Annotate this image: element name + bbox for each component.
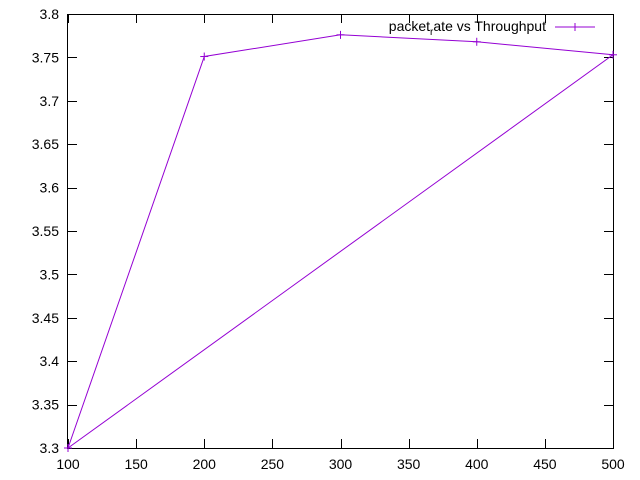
series-layer	[64, 30, 617, 452]
series-line	[67, 34, 615, 449]
y-tick-label: 3.7	[40, 93, 60, 109]
y-tick-label: 3.65	[32, 136, 59, 152]
axis-ticks	[68, 14, 614, 449]
data-point-marker	[609, 50, 617, 59]
y-axis-tick-labels: 3.3 3.35 3.4 3.45 3.5 3.55 3.6 3.65 3.7 3.75 3.8	[32, 6, 59, 456]
plot-frame	[67, 14, 614, 449]
x-tick-label: 200	[193, 456, 217, 472]
y-tick-label: 3.55	[32, 223, 59, 239]
y-tick-label: 3.8	[40, 6, 60, 22]
legend-label: packetrate vs Throughput	[389, 18, 546, 38]
data-point-marker	[64, 444, 72, 452]
x-tick-label: 350	[397, 456, 421, 472]
x-axis-tick-labels: 100 150 200 250 300 350 400 450 500	[56, 456, 625, 472]
x-tick-label: 250	[261, 456, 285, 472]
y-tick-label: 3.75	[32, 49, 59, 65]
x-tick-label: 500	[601, 456, 625, 472]
y-tick-label: 3.3	[40, 440, 60, 456]
data-point-marker	[200, 52, 209, 61]
y-tick-label: 3.6	[40, 180, 60, 196]
data-point-marker	[336, 30, 345, 39]
x-tick-label: 150	[124, 456, 148, 472]
x-tick-label: 100	[56, 456, 80, 472]
legend-label-main: packet	[389, 18, 430, 34]
x-tick-label: 400	[465, 456, 489, 472]
y-tick-label: 3.5	[40, 266, 60, 282]
legend-label-subscript: r	[430, 27, 434, 38]
x-tick-label: 300	[329, 456, 353, 472]
x-tick-label: 450	[533, 456, 557, 472]
y-tick-label: 3.35	[32, 397, 59, 413]
y-tick-label: 3.45	[32, 310, 59, 326]
legend-marker	[571, 23, 579, 31]
data-point-marker	[472, 37, 481, 46]
y-tick-label: 3.4	[40, 353, 60, 369]
legend-label-rest: ate vs Throughput	[433, 18, 546, 34]
legend: packetrate vs Throughput	[389, 18, 595, 38]
